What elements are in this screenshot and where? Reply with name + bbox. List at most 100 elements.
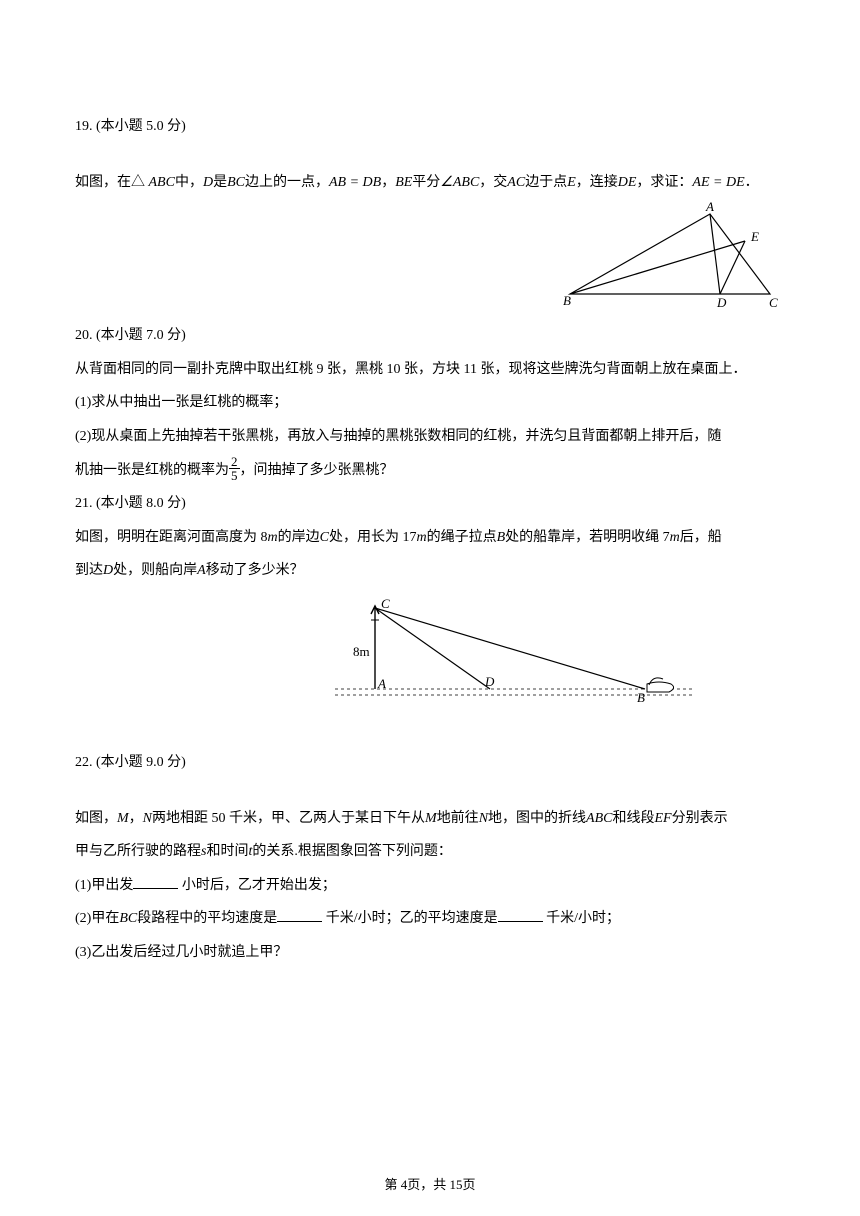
text: 处的船靠岸，若明明收绳 7 bbox=[505, 530, 670, 545]
text: 地前往 bbox=[437, 811, 479, 826]
text: ，交 bbox=[479, 175, 507, 190]
q20-part2b: 机抽一张是红桃的概率为25，问抽掉了多少张黑桃？ bbox=[75, 454, 785, 488]
math: B bbox=[497, 530, 506, 545]
q20-part1: (1)求从中抽出一张是红桃的概率； bbox=[75, 386, 785, 420]
math: N bbox=[479, 811, 488, 826]
q19-header: 19. (本小题 5.0 分) bbox=[75, 110, 785, 144]
q19-body: 如图，在△ ABC中，D是BC边上的一点，AB = DB，BE平分∠ABC，交A… bbox=[75, 166, 785, 200]
math: EF bbox=[654, 811, 671, 826]
q19-figure: A E B D C bbox=[555, 199, 785, 309]
math: A bbox=[197, 563, 206, 578]
text: 到达 bbox=[75, 563, 103, 578]
text: 甲与乙所行驶的路程 bbox=[75, 844, 201, 859]
math: m bbox=[416, 530, 426, 545]
numerator: 2 bbox=[229, 455, 240, 469]
text: 小时后，乙才开始出发； bbox=[178, 878, 336, 893]
page-footer: 第 4页，共 15页 bbox=[0, 1178, 860, 1191]
blank-input[interactable] bbox=[277, 908, 322, 922]
blank-input[interactable] bbox=[498, 908, 543, 922]
text: 后，船 bbox=[680, 530, 722, 545]
q20-part2a: (2)现从桌面上先抽掉若干张黑桃，再放入与抽掉的黑桃张数相同的红桃，并洗匀且背面… bbox=[75, 420, 785, 454]
q20-line1: 从背面相同的同一副扑克牌中取出红桃 9 张，黑桃 10 张，方块 11 张，现将… bbox=[75, 353, 785, 387]
text: 处，则船向岸 bbox=[113, 563, 197, 578]
blank-input[interactable] bbox=[133, 875, 178, 889]
math: E bbox=[567, 175, 576, 190]
svg-text:B: B bbox=[637, 690, 645, 705]
q21-line2: 到达D处，则船向岸A移动了多少米？ bbox=[75, 554, 785, 588]
math: m bbox=[268, 530, 278, 545]
text: (1)甲出发 bbox=[75, 878, 133, 893]
q22-line2: 甲与乙所行驶的路程s和时间t的关系.根据图象回答下列问题： bbox=[75, 835, 785, 869]
math: D bbox=[203, 175, 213, 190]
math: ∠ABC bbox=[440, 175, 479, 190]
text: 如图， bbox=[75, 811, 117, 826]
q22-part3: (3)乙出发后经过几小时就追上甲？ bbox=[75, 936, 785, 970]
text: 和时间 bbox=[206, 844, 248, 859]
text: 分别表示 bbox=[672, 811, 728, 826]
math: ABC bbox=[149, 175, 175, 190]
text: ， bbox=[129, 811, 143, 826]
math: AC bbox=[507, 175, 525, 190]
svg-text:C: C bbox=[381, 596, 390, 611]
text: 中， bbox=[175, 175, 203, 190]
text: 页 bbox=[463, 1177, 476, 1192]
svg-text:A: A bbox=[377, 676, 386, 691]
text: 机抽一张是红桃的概率为 bbox=[75, 463, 229, 478]
math: DE bbox=[618, 175, 637, 190]
text: 和线段 bbox=[612, 811, 654, 826]
svg-text:D: D bbox=[716, 295, 727, 309]
q21-header: 21. (本小题 8.0 分) bbox=[75, 487, 785, 521]
text: ， bbox=[381, 175, 395, 190]
q22-part2: (2)甲在BC段路程中的平均速度是 千米/小时；乙的平均速度是 千米/小时； bbox=[75, 902, 785, 936]
text: 的岸边 bbox=[278, 530, 320, 545]
svg-text:E: E bbox=[750, 229, 759, 244]
text: (2)甲在 bbox=[75, 911, 119, 926]
text: 是 bbox=[213, 175, 227, 190]
math: m bbox=[670, 530, 680, 545]
text: 段路程中的平均速度是 bbox=[137, 911, 277, 926]
svg-text:C: C bbox=[769, 295, 778, 309]
math: M bbox=[425, 811, 437, 826]
text: 边上的一点， bbox=[245, 175, 329, 190]
q22-header: 22. (本小题 9.0 分) bbox=[75, 746, 785, 780]
text: 平分 bbox=[412, 175, 440, 190]
text: 千米/小时；乙的平均速度是 bbox=[322, 911, 497, 926]
svg-text:B: B bbox=[563, 293, 571, 308]
math: BE bbox=[395, 175, 412, 190]
math: AB = DB bbox=[329, 175, 381, 190]
text: ． bbox=[745, 175, 759, 190]
text: 千米/小时； bbox=[543, 911, 620, 926]
text: ，问抽掉了多少张黑桃？ bbox=[240, 463, 394, 478]
math: N bbox=[143, 811, 152, 826]
math: BC bbox=[227, 175, 245, 190]
text: 的绳子拉点 bbox=[427, 530, 497, 545]
svg-text:8m: 8m bbox=[353, 644, 370, 659]
text: 两地相距 50 千米，甲、乙两人于某日下午从 bbox=[152, 811, 425, 826]
q22-line1: 如图，M，N两地相距 50 千米，甲、乙两人于某日下午从M地前往N地，图中的折线… bbox=[75, 802, 785, 836]
math: C bbox=[320, 530, 329, 545]
fraction: 25 bbox=[229, 455, 240, 482]
text: ，连接 bbox=[576, 175, 618, 190]
text: 边于点 bbox=[525, 175, 567, 190]
text: 第 bbox=[384, 1177, 400, 1192]
text: 处，用长为 17 bbox=[329, 530, 417, 545]
svg-text:D: D bbox=[484, 674, 495, 689]
svg-text:A: A bbox=[705, 199, 714, 214]
q22-part1: (1)甲出发 小时后，乙才开始出发； bbox=[75, 869, 785, 903]
q21-line1: 如图，明明在距离河面高度为 8m的岸边C处，用长为 17m的绳子拉点B处的船靠岸… bbox=[75, 521, 785, 555]
math: M bbox=[117, 811, 129, 826]
text: 移动了多少米？ bbox=[206, 563, 304, 578]
text: 的关系.根据图象回答下列问题： bbox=[252, 844, 452, 859]
text: 如图，明明在距离河面高度为 8 bbox=[75, 530, 268, 545]
math: D bbox=[103, 563, 113, 578]
math: ABC bbox=[586, 811, 612, 826]
text: 如图，在△ bbox=[75, 175, 149, 190]
text: 地，图中的折线 bbox=[488, 811, 586, 826]
math: BC bbox=[119, 911, 137, 926]
text: 页，共 bbox=[407, 1177, 449, 1192]
denominator: 5 bbox=[229, 469, 240, 482]
math: AE = DE bbox=[692, 175, 744, 190]
total-pages: 15 bbox=[450, 1177, 463, 1192]
text: ，求证： bbox=[636, 175, 692, 190]
q21-figure: C 8m A D B bbox=[335, 596, 695, 716]
